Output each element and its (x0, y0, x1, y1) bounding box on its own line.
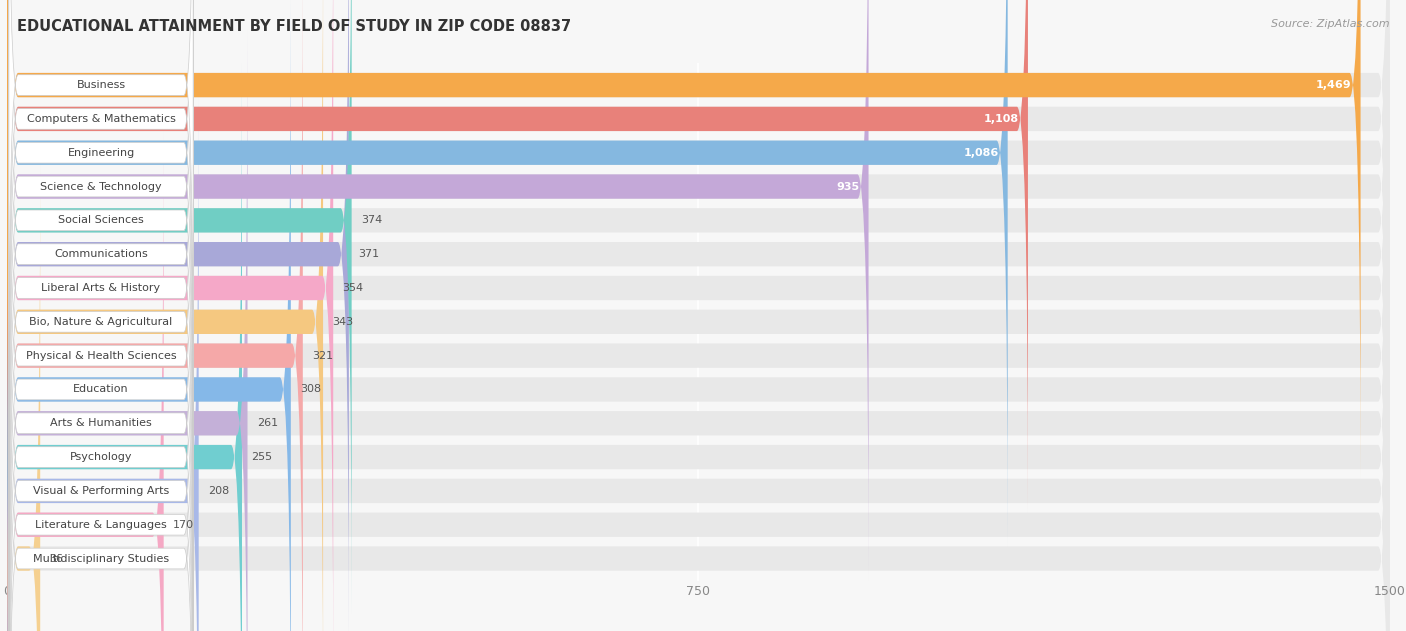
FancyBboxPatch shape (7, 0, 1028, 512)
Text: Visual & Performing Arts: Visual & Performing Arts (32, 486, 169, 496)
FancyBboxPatch shape (7, 165, 1389, 631)
FancyBboxPatch shape (7, 97, 1389, 631)
FancyBboxPatch shape (8, 0, 193, 616)
FancyBboxPatch shape (7, 131, 1389, 631)
FancyBboxPatch shape (8, 0, 193, 548)
Text: 1,108: 1,108 (984, 114, 1019, 124)
Text: 1,086: 1,086 (963, 148, 998, 158)
FancyBboxPatch shape (7, 30, 1389, 631)
Text: 935: 935 (837, 182, 859, 192)
FancyBboxPatch shape (7, 165, 41, 631)
FancyBboxPatch shape (7, 0, 1389, 546)
FancyBboxPatch shape (7, 0, 351, 614)
FancyBboxPatch shape (7, 0, 1389, 631)
FancyBboxPatch shape (8, 129, 193, 631)
FancyBboxPatch shape (7, 0, 1389, 479)
Text: 308: 308 (299, 384, 321, 394)
FancyBboxPatch shape (8, 197, 193, 631)
Text: EDUCATIONAL ATTAINMENT BY FIELD OF STUDY IN ZIP CODE 08837: EDUCATIONAL ATTAINMENT BY FIELD OF STUDY… (17, 19, 571, 34)
Text: Science & Technology: Science & Technology (41, 182, 162, 192)
Text: Business: Business (76, 80, 125, 90)
FancyBboxPatch shape (7, 0, 1361, 479)
Text: 208: 208 (208, 486, 229, 496)
Text: Source: ZipAtlas.com: Source: ZipAtlas.com (1271, 19, 1389, 29)
FancyBboxPatch shape (8, 0, 193, 481)
FancyBboxPatch shape (7, 0, 869, 580)
Text: 354: 354 (343, 283, 364, 293)
FancyBboxPatch shape (8, 0, 193, 447)
FancyBboxPatch shape (7, 0, 333, 631)
FancyBboxPatch shape (7, 0, 1389, 512)
Text: Computers & Mathematics: Computers & Mathematics (27, 114, 176, 124)
FancyBboxPatch shape (7, 0, 302, 631)
FancyBboxPatch shape (7, 0, 1389, 631)
FancyBboxPatch shape (7, 0, 1389, 614)
Text: 261: 261 (257, 418, 278, 428)
Text: 371: 371 (359, 249, 380, 259)
FancyBboxPatch shape (7, 0, 291, 631)
Text: Literature & Languages: Literature & Languages (35, 520, 167, 529)
Text: 343: 343 (332, 317, 353, 327)
FancyBboxPatch shape (7, 0, 1389, 580)
FancyBboxPatch shape (7, 97, 198, 631)
FancyBboxPatch shape (7, 64, 1389, 631)
Text: Social Sciences: Social Sciences (58, 215, 143, 225)
Text: Arts & Humanities: Arts & Humanities (51, 418, 152, 428)
FancyBboxPatch shape (7, 0, 1389, 631)
FancyBboxPatch shape (7, 0, 1389, 631)
FancyBboxPatch shape (7, 30, 247, 631)
Text: 170: 170 (173, 520, 194, 529)
FancyBboxPatch shape (8, 163, 193, 631)
Text: Bio, Nature & Agricultural: Bio, Nature & Agricultural (30, 317, 173, 327)
FancyBboxPatch shape (8, 0, 193, 514)
FancyBboxPatch shape (7, 0, 349, 631)
FancyBboxPatch shape (8, 0, 193, 582)
FancyBboxPatch shape (8, 95, 193, 631)
Text: 36: 36 (49, 553, 63, 563)
FancyBboxPatch shape (7, 0, 323, 631)
FancyBboxPatch shape (7, 131, 163, 631)
Text: 255: 255 (252, 452, 273, 462)
FancyBboxPatch shape (7, 0, 1008, 546)
Text: 374: 374 (361, 215, 382, 225)
FancyBboxPatch shape (8, 0, 193, 413)
Text: 321: 321 (312, 351, 333, 361)
Text: Education: Education (73, 384, 129, 394)
Text: Psychology: Psychology (70, 452, 132, 462)
Text: Liberal Arts & History: Liberal Arts & History (41, 283, 160, 293)
Text: Physical & Health Sciences: Physical & Health Sciences (25, 351, 176, 361)
Text: Engineering: Engineering (67, 148, 135, 158)
FancyBboxPatch shape (8, 62, 193, 631)
Text: Communications: Communications (55, 249, 148, 259)
FancyBboxPatch shape (8, 231, 193, 631)
FancyBboxPatch shape (7, 0, 1389, 631)
FancyBboxPatch shape (8, 0, 193, 631)
Text: 1,469: 1,469 (1316, 80, 1351, 90)
Text: Multidisciplinary Studies: Multidisciplinary Studies (32, 553, 169, 563)
FancyBboxPatch shape (7, 64, 242, 631)
FancyBboxPatch shape (8, 28, 193, 631)
